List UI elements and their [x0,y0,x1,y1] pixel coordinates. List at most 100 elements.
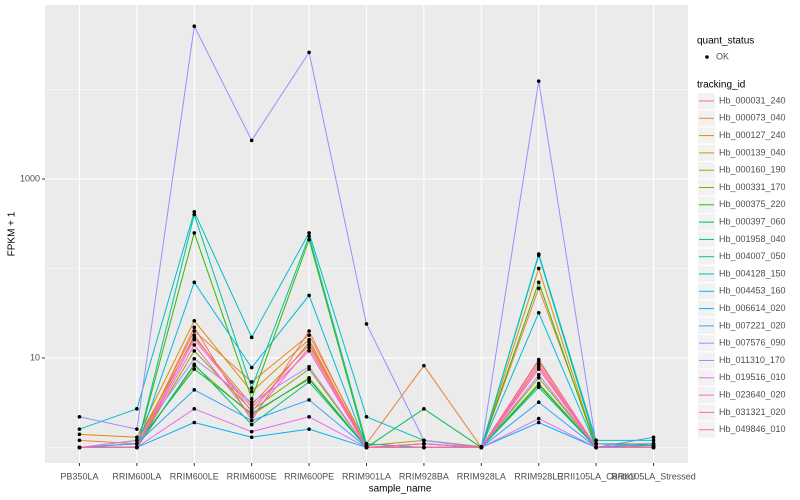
data-point [651,435,656,440]
data-point [135,441,139,446]
legend-title: quant_status [697,36,754,47]
data-point [192,356,197,361]
data-point [307,427,311,431]
data-point [307,340,311,344]
data-point [249,380,254,384]
data-point [536,400,541,405]
legend-label: Hb_000397_060 [719,216,786,226]
data-point [651,441,656,446]
data-point [249,402,254,407]
data-point [422,407,426,411]
data-point [192,212,197,217]
legend-label: OK [716,51,729,61]
data-point [135,438,139,443]
data-point [192,388,197,392]
legend-label: Hb_004007_050 [719,251,786,261]
y-tick-label: 10 [30,352,40,362]
x-tick-label: RRIM928BA [399,471,449,481]
data-point [249,396,254,401]
data-point [249,335,254,340]
data-point [192,231,197,235]
legend-label: Hb_000160_190 [719,165,786,175]
data-point [135,435,139,440]
data-point [536,280,541,285]
legend-label: Hb_000031_240 [719,95,786,105]
data-point [307,333,311,337]
legend-label: Hb_000073_040 [719,113,786,123]
legend-label: Hb_004128_150 [719,268,786,278]
data-point [479,445,484,450]
data-point [422,363,426,368]
x-tick-label: RRII105LA_Stressed [611,471,696,481]
data-point [307,234,311,238]
data-point [249,435,254,440]
data-point [422,441,426,446]
data-point [192,420,197,425]
data-point [651,438,656,443]
data-point [536,310,541,315]
data-point [536,266,541,271]
legend-label: Hb_000139_040 [719,147,786,157]
data-point [307,414,311,419]
data-point [249,429,254,434]
data-point [536,79,541,83]
data-point [364,414,369,419]
data-point [307,349,311,353]
data-point [192,329,197,333]
data-point [536,252,541,256]
data-point [364,445,369,450]
data-point [536,367,541,371]
data-point [307,398,311,402]
data-point [249,418,254,423]
y-axis-title: FPKM + 1 [7,211,18,256]
data-point [135,445,139,450]
legend-label: Hb_006614_020 [719,303,786,313]
x-tick-label: PB350LA [60,471,98,481]
legend-label: Hb_011310_170 [719,355,785,365]
data-point [77,432,82,437]
x-axis-title: sample_name [369,484,432,495]
data-point [364,322,369,326]
data-point [192,343,197,347]
data-point [307,329,311,333]
legend-label: Hb_023640_020 [719,389,786,399]
data-point [651,445,656,450]
legend-label: Hb_000127_240 [719,130,786,140]
data-point [192,337,197,342]
data-point [249,410,254,414]
x-tick-label: RRII105LA_Control [557,471,635,481]
data-point [307,343,311,347]
data-point [77,414,82,419]
data-point [364,441,369,446]
data-point [307,231,311,235]
data-point [307,377,311,381]
legend-label: Hb_031321_020 [719,407,786,417]
data-point [192,349,197,353]
legend-label: Hb_007576_090 [719,338,786,348]
data-point [307,337,311,342]
data-point [192,325,197,330]
data-point [249,422,254,427]
data-point [249,405,254,410]
data-point [249,414,254,419]
data-point [249,138,254,143]
data-point [192,333,197,337]
legend-label: Hb_000331_170 [719,182,786,192]
legend-title: tracking_id [697,80,745,91]
data-point [536,416,541,421]
legend-label: Hb_007221_020 [719,320,786,330]
data-point [536,357,541,362]
data-point [536,376,541,380]
data-point [594,445,598,450]
x-tick-label: RRIM928LE [514,471,563,481]
data-point [249,400,254,405]
data-point [422,445,426,450]
data-point [594,441,598,446]
data-point [307,293,311,298]
x-tick-label: RRIM928LA [457,471,506,481]
data-point [536,420,541,425]
data-point [192,367,197,371]
legend-label: Hb_001958_040 [719,234,786,244]
data-point [536,385,541,390]
